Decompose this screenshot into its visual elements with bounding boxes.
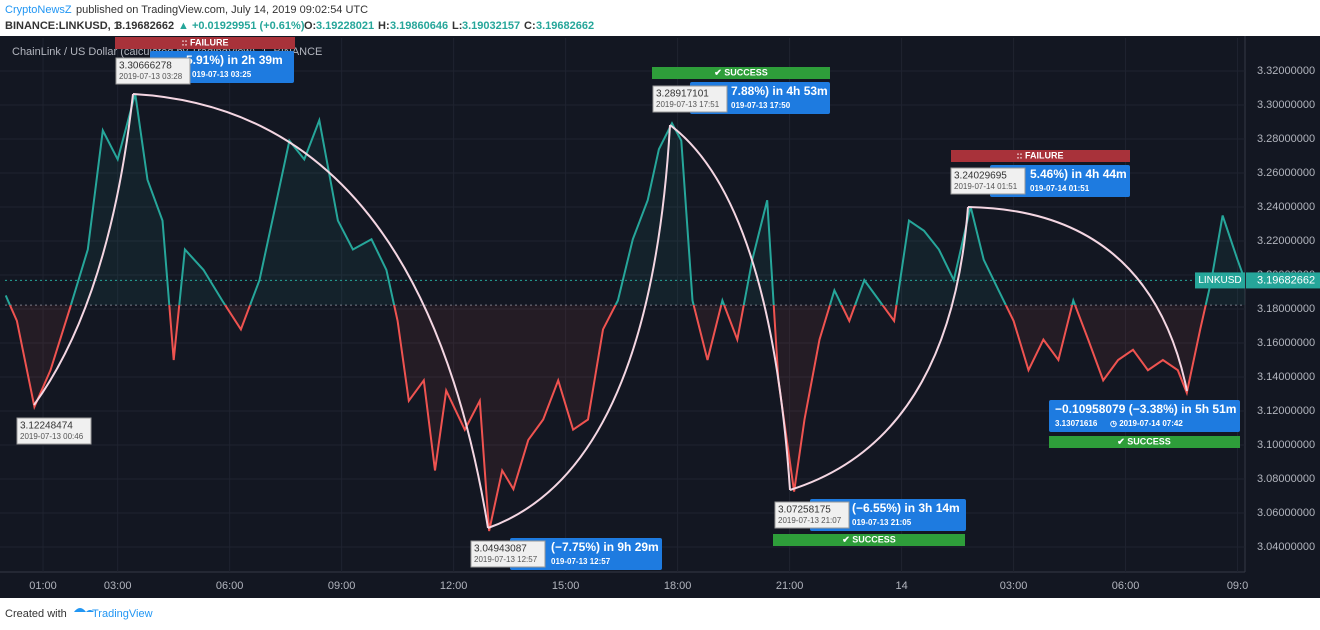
x-tick-label: 18:00: [664, 580, 692, 592]
x-tick-label: 01:00: [29, 580, 57, 592]
move: 5.46%) in 4h 44m: [1030, 167, 1127, 181]
move-price: 3.13071616: [1055, 419, 1098, 428]
move-time: 019-07-13 21:05: [852, 518, 912, 527]
footer-brand[interactable]: TradingView: [92, 608, 153, 620]
y-tick-label: 3.06000000: [1257, 507, 1315, 519]
x-tick-label: 03:00: [1000, 580, 1028, 592]
x-tick-label: 06:00: [1112, 580, 1140, 592]
status: ✔ SUCCESS: [842, 534, 896, 544]
y-tick-label: 3.32000000: [1257, 65, 1315, 77]
point-price: 3.12248474: [20, 421, 73, 432]
point-price: 3.30666278: [119, 61, 172, 72]
status: ✔ SUCCESS: [1117, 436, 1171, 446]
move-time: 019-07-14 01:51: [1030, 184, 1090, 193]
move-time: 019-07-13 03:25: [192, 70, 252, 79]
tv-logo: [74, 608, 94, 612]
move: 7.88%) in 4h 53m: [731, 84, 828, 98]
footer-created: Created with: [5, 608, 67, 620]
move: −0.10958079 (−3.38%) in 5h 51m: [1055, 402, 1236, 416]
arrow: [33, 93, 134, 406]
move-time: 019-07-13 17:50: [731, 101, 791, 110]
move: 5.91%) in 2h 39m: [186, 53, 283, 67]
h-label: H:: [378, 20, 390, 32]
arrow: [132, 93, 489, 529]
point-time: 2019-07-13 21:07: [778, 516, 842, 525]
o: 3.19228021: [316, 20, 374, 32]
area-below: [5, 305, 1245, 531]
x-tick-label: 21:00: [776, 580, 804, 592]
plot: [5, 93, 1245, 532]
point-price: 3.04943087: [474, 544, 527, 555]
y-tick-label: 3.30000000: [1257, 99, 1315, 111]
y-tick-label: 3.24000000: [1257, 201, 1315, 213]
status: :: FAILURE: [182, 37, 229, 47]
move: (−6.55%) in 3h 14m: [852, 501, 960, 515]
status: ✔ SUCCESS: [714, 67, 768, 77]
axes: 3.32000000 3.30000000 3.28000000 3.26000000…: [29, 65, 1320, 592]
point-price: 3.24029695: [954, 171, 1007, 182]
arrow: [669, 124, 791, 491]
point-time: 2019-07-13 12:57: [474, 555, 538, 564]
y-tick-label: 3.26000000: [1257, 167, 1315, 179]
status: :: FAILURE: [1017, 150, 1064, 160]
area-above: [5, 93, 1245, 306]
l: 3.19032157: [462, 20, 520, 32]
status-bars: :: FAILURE ✔ SUCCESS ✔ SUCCESS :: FAILUR…: [115, 37, 1240, 546]
published: published on TradingView.com, July 14, 2…: [76, 4, 368, 16]
point-time: 2019-07-14 01:51: [954, 182, 1018, 191]
price-label: 3.19682662: [1257, 274, 1315, 286]
y-tick-label: 3.28000000: [1257, 133, 1315, 145]
move: (−7.75%) in 9h 29m: [551, 540, 659, 554]
point-time: 2019-07-13 00:46: [20, 432, 84, 441]
point-boxes: 3.12248474 2019-07-13 00:46 3.30666278 2…: [16, 57, 1026, 568]
l-label: L:: [452, 20, 462, 32]
last: 3.19682662: [116, 20, 174, 32]
point-time: 2019-07-13 03:28: [119, 72, 183, 81]
x-tick-label: 09:00: [328, 580, 356, 592]
arrow: [487, 124, 671, 529]
y-tick-label: 3.14000000: [1257, 371, 1315, 383]
x-tick-label: 14: [895, 580, 907, 592]
y-tick-label: 3.08000000: [1257, 473, 1315, 485]
price-line-above: [5, 93, 1245, 306]
y-tick-label: 3.16000000: [1257, 337, 1315, 349]
move-time: ◷ 2019-07-14 07:42: [1110, 419, 1183, 428]
arrow: [789, 206, 969, 491]
x-tick-label: 09:0: [1227, 580, 1248, 592]
y-tick-label: 3.12000000: [1257, 405, 1315, 417]
x-tick-label: 06:00: [216, 580, 244, 592]
y-tick-label: 3.18000000: [1257, 303, 1315, 315]
y-tick-label: 3.22000000: [1257, 235, 1315, 247]
chart-bg: [0, 36, 1320, 598]
point-price: 3.28917101: [656, 89, 709, 100]
x-tick-label: 03:00: [104, 580, 132, 592]
x-tick-label: 15:00: [552, 580, 580, 592]
o-label: O:: [304, 20, 316, 32]
x-tick-label: 12:00: [440, 580, 468, 592]
price-label-bg: [1246, 272, 1320, 289]
move-time: 019-07-13 12:57: [551, 557, 611, 566]
point-time: 2019-07-13 17:51: [656, 100, 720, 109]
y-tick-label: 3.10000000: [1257, 439, 1315, 451]
symbol-label: LINKUSD: [1198, 275, 1241, 286]
arrow: [967, 206, 1188, 392]
y-tick-label: 3.04000000: [1257, 541, 1315, 553]
publisher[interactable]: CryptoNewsZ: [5, 4, 72, 16]
h: 3.19860646: [390, 20, 448, 32]
arrows: [33, 93, 1188, 529]
c-label: C:: [524, 20, 536, 32]
c: 3.19682662: [536, 20, 594, 32]
ohlc-row: BINANCE:LINKUSD, 1 3.19682662 ▲ +0.01929…: [5, 20, 594, 32]
symbol: BINANCE:LINKUSD, 1: [5, 20, 120, 32]
change: ▲ +0.01929951 (+0.61%): [178, 20, 305, 32]
symbol-label-bg: [1195, 272, 1245, 289]
point-price: 3.07258175: [778, 505, 831, 516]
price-line-below: [8, 305, 1207, 532]
